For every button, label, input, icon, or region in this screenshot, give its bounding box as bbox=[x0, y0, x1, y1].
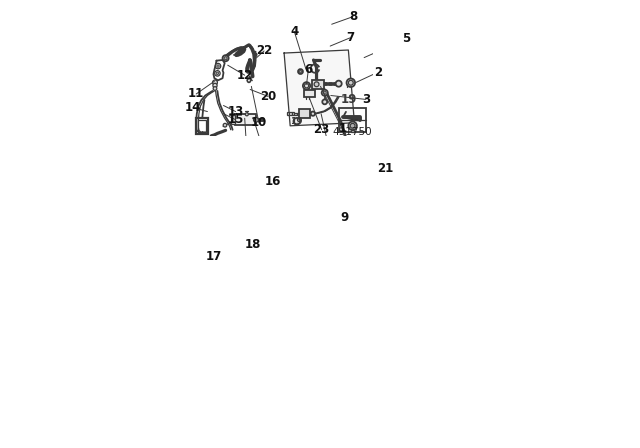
Circle shape bbox=[213, 87, 217, 90]
Circle shape bbox=[350, 123, 355, 128]
Text: 12: 12 bbox=[237, 69, 253, 82]
Bar bbox=[312, 80, 324, 89]
Polygon shape bbox=[343, 117, 360, 120]
Text: 13: 13 bbox=[227, 105, 244, 118]
Bar bbox=[235, 114, 256, 125]
Circle shape bbox=[314, 82, 319, 87]
Circle shape bbox=[335, 81, 342, 87]
Circle shape bbox=[245, 113, 248, 116]
Text: 11: 11 bbox=[188, 87, 204, 100]
Polygon shape bbox=[284, 50, 355, 126]
Text: 10: 10 bbox=[251, 116, 267, 129]
Bar bbox=[196, 118, 208, 134]
Text: 19: 19 bbox=[291, 117, 303, 126]
Bar bbox=[294, 112, 296, 115]
Bar bbox=[198, 120, 206, 133]
Text: 4: 4 bbox=[291, 26, 298, 39]
Text: 9: 9 bbox=[340, 211, 349, 224]
Circle shape bbox=[323, 91, 326, 94]
Bar bbox=[299, 109, 310, 118]
Bar bbox=[296, 113, 299, 115]
Circle shape bbox=[224, 57, 227, 60]
Circle shape bbox=[348, 80, 353, 85]
Circle shape bbox=[298, 69, 303, 74]
Circle shape bbox=[212, 80, 218, 85]
Text: 491750: 491750 bbox=[332, 127, 372, 137]
Text: 19: 19 bbox=[340, 93, 357, 106]
Text: 23: 23 bbox=[314, 123, 330, 136]
Text: 20: 20 bbox=[260, 90, 276, 103]
Bar bbox=[343, 151, 349, 156]
Circle shape bbox=[253, 117, 259, 122]
Bar bbox=[231, 115, 236, 124]
Bar bbox=[287, 112, 289, 116]
Text: 16: 16 bbox=[265, 175, 282, 188]
Circle shape bbox=[311, 112, 315, 116]
Bar bbox=[351, 130, 354, 133]
Circle shape bbox=[217, 65, 220, 67]
Text: 15: 15 bbox=[227, 113, 244, 126]
Circle shape bbox=[300, 70, 301, 73]
Circle shape bbox=[214, 71, 220, 76]
Circle shape bbox=[348, 121, 357, 130]
Bar bbox=[292, 112, 294, 115]
Text: 2: 2 bbox=[374, 66, 382, 79]
Circle shape bbox=[216, 72, 219, 74]
Text: 3: 3 bbox=[362, 93, 370, 106]
Text: 18: 18 bbox=[244, 238, 261, 251]
Bar bbox=[339, 108, 366, 132]
Circle shape bbox=[223, 55, 228, 61]
Circle shape bbox=[215, 63, 221, 69]
Text: 22: 22 bbox=[256, 44, 272, 57]
Bar bbox=[303, 90, 315, 97]
Text: 1: 1 bbox=[339, 122, 346, 135]
Circle shape bbox=[305, 84, 308, 88]
Circle shape bbox=[344, 150, 348, 153]
Bar bbox=[289, 112, 292, 115]
Text: 5: 5 bbox=[403, 32, 411, 45]
Circle shape bbox=[223, 123, 227, 127]
Circle shape bbox=[213, 83, 217, 88]
Circle shape bbox=[323, 99, 327, 104]
Text: 21: 21 bbox=[377, 162, 394, 175]
Text: 17: 17 bbox=[205, 250, 221, 263]
Text: 8: 8 bbox=[349, 10, 357, 23]
Circle shape bbox=[346, 78, 355, 87]
Circle shape bbox=[322, 90, 328, 96]
Text: 6: 6 bbox=[304, 63, 312, 76]
Text: 7: 7 bbox=[346, 31, 354, 44]
Text: 14: 14 bbox=[185, 101, 202, 114]
